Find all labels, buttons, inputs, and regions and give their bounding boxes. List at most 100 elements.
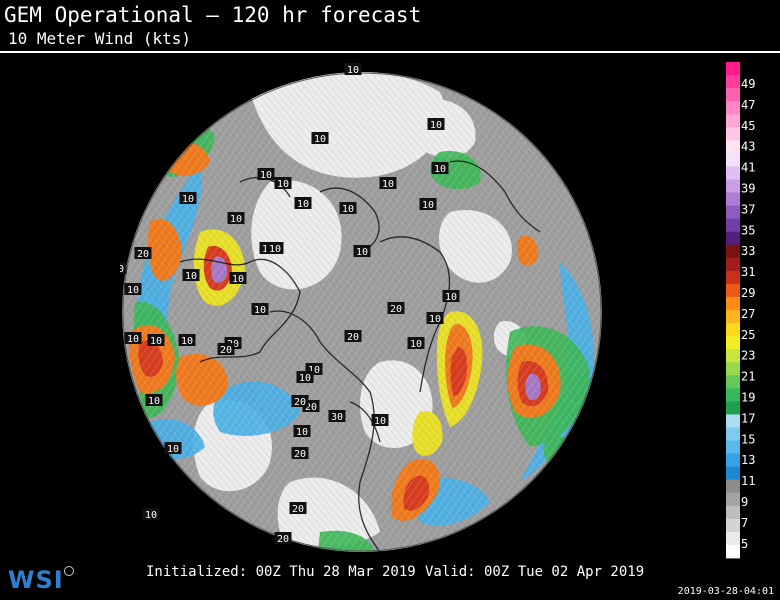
contour-label: 10 [185,271,197,282]
contour-label-box [229,272,247,284]
contour-label: 10 [232,274,244,285]
legend-swatch [726,257,740,272]
legend-tick-label: 43 [741,140,755,154]
chart-title: GEM Operational — 120 hr forecast [4,3,422,27]
contour-label-box [387,302,405,314]
legend-tick-label: 45 [741,119,755,133]
contour-label-box [289,502,307,514]
contour-label: 10 [410,339,422,350]
legend-tick-label: 37 [741,202,755,216]
contour-label: 10 [308,365,320,376]
contour-label-box [147,334,165,346]
legend-tick-label: 17 [741,411,755,425]
contour-label: 20 [294,397,306,408]
contour-label: 10 [127,334,139,345]
legend-tick-label: 9 [741,495,748,509]
contour-label: 10 [382,179,394,190]
contour-label: 10 [150,336,162,347]
logo-mark-icon [64,566,74,576]
contour-label: 10 [429,314,441,325]
contour-label: 10 [356,247,368,258]
contour-label: 20 [294,449,306,460]
legend-tick-label: 25 [741,328,755,342]
legend-tick-label: 49 [741,77,755,91]
legend-swatch [726,414,740,428]
contour-label: 10 [297,199,309,210]
contour-label: 20 [137,249,149,260]
wsi-logo: WSI [8,566,64,594]
contour-label: 30 [331,412,343,423]
contour-label-box [344,330,362,342]
contour-label-box [142,508,160,520]
contour-label: 10 [254,305,266,316]
contour-label-box [431,162,449,174]
legend-tick-label: 15 [741,432,755,446]
legend-swatch [726,283,740,298]
legend-swatch [726,479,740,494]
legend-tick-label: 19 [741,391,755,405]
contour-label-box [339,202,357,214]
legend-swatch [726,244,740,259]
contour-label-box [294,197,312,209]
legend-swatch [726,518,740,533]
contour-label-box [291,447,309,459]
legend-swatch [726,323,740,337]
contour-label-box [311,132,329,144]
legend-tick-label: 47 [741,98,755,112]
contour-label-box [344,63,362,75]
contour-label-box [442,290,460,302]
contour-label-box [251,303,269,315]
contour-label-box [124,332,142,344]
legend-swatch [726,101,740,115]
contour-label-box [291,395,309,407]
contour-label-box [353,245,371,257]
contour-label: 10 [269,244,281,255]
legend-swatch [726,231,740,246]
contour-label: 20 [305,402,317,413]
legend-swatch [726,179,740,193]
contour-label-box [120,262,127,274]
legend-swatch [726,466,740,481]
contour-label: 10 [148,396,160,407]
contour-label-box [134,247,152,259]
legend-swatch [726,62,740,76]
legend-swatch [726,310,740,324]
contour-label: 10 [296,427,308,438]
contour-label-box [296,371,314,383]
contour-label-box [427,118,445,130]
contour-label-box [328,410,346,422]
legend-tick-label: 13 [741,453,755,467]
legend-swatch [726,505,740,520]
legend-tick-label: 11 [741,474,755,488]
contour-label: 20 [220,345,232,356]
contour-label-box [274,177,292,189]
legend-swatch [726,166,740,180]
contour-label: 10 [445,292,457,303]
legend-swatch [726,531,740,546]
legend-tick-label: 31 [741,265,755,279]
contour-label: 10 [299,373,311,384]
legend-tick-label: 21 [741,370,755,384]
contour-label-box [274,532,292,544]
legend-swatch [726,388,740,402]
contour-label-box [182,269,200,281]
legend-swatch [726,375,740,389]
contour-label: 10 [347,65,359,76]
contour-label: 10 [167,444,179,455]
contour-label: 10 [120,264,124,275]
header-divider [0,51,780,53]
contour-label: 10 [145,510,157,521]
legend-swatch [726,427,740,441]
contour-label: 10 [182,194,194,205]
legend-swatch [726,114,740,128]
legend-tick-label: 39 [741,182,755,196]
legend-swatch [726,75,740,89]
valid-time: Valid: 00Z Tue 02 Apr 2019 [425,564,645,580]
contour-label-box [145,394,163,406]
legend-swatch [726,88,740,102]
legend-tick-label: 41 [741,161,755,175]
contour-label: 10 [314,134,326,145]
legend-swatch [726,140,740,154]
